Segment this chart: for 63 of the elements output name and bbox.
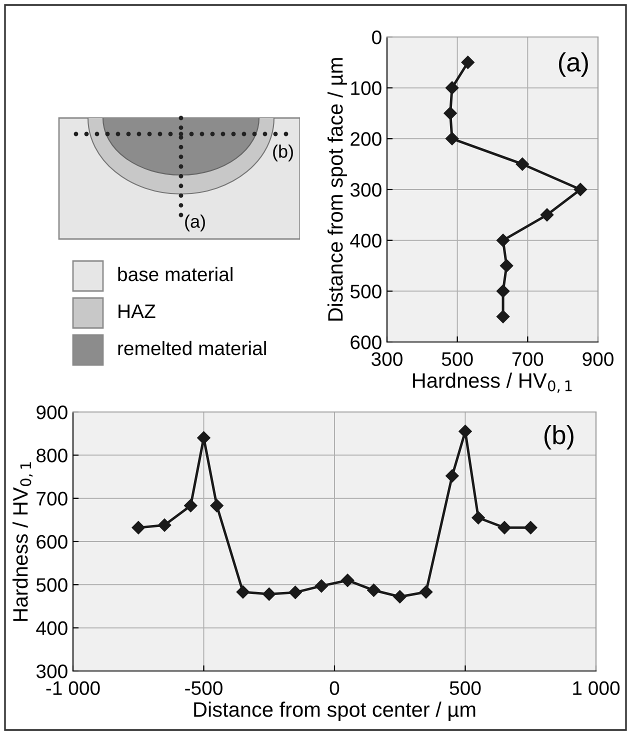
- x-tick-label: 0: [330, 681, 340, 696]
- point: [516, 157, 529, 171]
- text: base material: [118, 266, 232, 282]
- y-tick-label: 600: [350, 335, 382, 350]
- point: [132, 521, 145, 534]
- point: [444, 106, 457, 120]
- point: [262, 588, 276, 601]
- y-tick-label: 600: [36, 534, 68, 549]
- y-tick-label: 700: [36, 492, 68, 506]
- text: remelted material: [118, 340, 266, 356]
- point: [288, 586, 302, 600]
- y-tick-label: 500: [36, 578, 68, 592]
- point: [393, 590, 406, 604]
- point: [419, 585, 433, 599]
- y-axis-title: Distance from spot face / µm: [328, 58, 347, 321]
- point: [498, 521, 512, 534]
- point: [236, 585, 250, 599]
- x-tick-label: 500: [450, 681, 481, 696]
- point: [197, 431, 210, 444]
- point: [184, 499, 198, 512]
- x-tick-label: -1 000: [46, 681, 100, 696]
- point: [445, 81, 459, 94]
- point: [458, 424, 472, 438]
- point: [446, 469, 459, 482]
- text: (a): [185, 214, 205, 232]
- y-axis-title: Hardness / HV$_{0,1}$: [12, 462, 33, 621]
- point: [496, 234, 510, 247]
- point: [524, 521, 538, 534]
- y-tick-label: 400: [36, 621, 68, 636]
- x-tick-label: 300: [372, 352, 402, 366]
- x-tick-label: 500: [442, 352, 473, 366]
- text: (b): [273, 144, 293, 162]
- y-tick-label: 400: [350, 234, 382, 248]
- y-tick-label: 300: [350, 182, 382, 197]
- point: [210, 499, 224, 512]
- y-tick-label: 800: [36, 448, 68, 462]
- x-tick-label: -500: [185, 681, 222, 696]
- point: [340, 574, 354, 587]
- annotation: (a): [558, 52, 588, 77]
- annotation: (b): [544, 424, 574, 450]
- x-tick-label: 700: [512, 352, 544, 366]
- point: [574, 182, 588, 196]
- point: [500, 259, 514, 272]
- point: [445, 132, 459, 146]
- point: [158, 518, 172, 532]
- y-tick-label: 100: [351, 81, 382, 96]
- point: [496, 284, 510, 298]
- point: [367, 584, 380, 597]
- y-tick-label: 500: [350, 284, 382, 298]
- point: [314, 579, 328, 593]
- point: [496, 310, 510, 324]
- point: [540, 208, 554, 222]
- x-tick-label: 1 000: [573, 681, 620, 696]
- y-tick-label: 900: [36, 405, 68, 420]
- point: [472, 511, 485, 524]
- x-tick-label: 900: [582, 352, 614, 366]
- y-tick-label: 0: [372, 30, 382, 44]
- point: [461, 56, 474, 70]
- y-tick-label: 300: [36, 664, 68, 678]
- y-tick-label: 200: [350, 132, 382, 146]
- x-axis-title: Hardness / HV$_{0,1}$: [413, 372, 572, 393]
- text: HAZ: [118, 304, 156, 318]
- x-axis-title: Distance from spot center / µm: [194, 702, 476, 722]
